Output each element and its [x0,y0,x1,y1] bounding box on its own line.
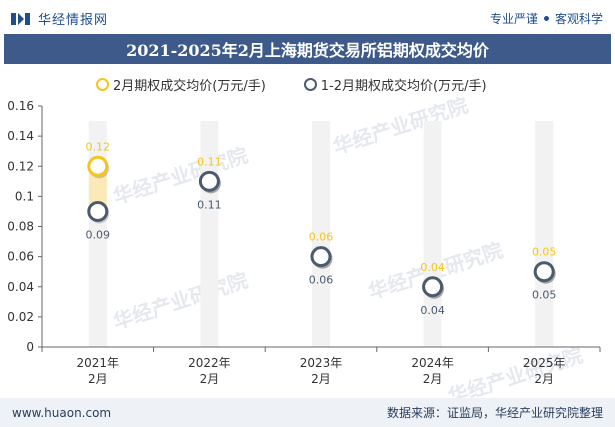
x-tick-label: 2月 [311,372,331,386]
data-label-series-2: 0.11 [197,155,222,168]
data-label-series-1: 0.06 [309,274,334,287]
data-point-series-1 [424,278,442,296]
x-tick-label: 2月 [534,372,554,386]
data-label-series-2: 0.05 [532,246,557,259]
y-tick-label: 0 [26,340,34,354]
data-label-series-1: 0.11 [197,198,222,211]
y-tick-label: 0.16 [7,99,34,113]
footer-site-link[interactable]: www.huaon.com [12,406,111,420]
footer-source: 数据来源：证监局，华经产业研究院整理 [387,404,603,421]
data-point-series-1 [535,263,553,281]
x-tick-label: 2021年 [77,356,120,370]
category-column [535,121,553,347]
x-tick-label: 2月 [88,372,108,386]
y-tick-label: 0.08 [7,220,34,234]
y-tick-label: 0.12 [7,159,34,173]
data-label-series-2: 0.06 [309,231,334,244]
data-point-series-1 [89,202,107,220]
y-tick-label: 0.1 [15,189,34,203]
data-point-series-1 [200,172,218,190]
data-label-series-2: 0.12 [86,140,111,153]
y-tick-label: 0.06 [7,250,34,264]
data-label-series-2: 0.04 [420,261,445,274]
x-tick-label: 2024年 [411,356,454,370]
data-label-series-1: 0.09 [86,228,111,241]
data-label-series-1: 0.05 [532,289,557,302]
y-tick-label: 0.14 [7,129,34,143]
x-tick-label: 2月 [423,372,443,386]
x-tick-label: 2025年 [523,356,566,370]
footer: www.huaon.com 数据来源：证监局，华经产业研究院整理 [0,398,615,427]
x-tick-label: 2023年 [300,356,343,370]
y-tick-label: 0.04 [7,280,34,294]
x-tick-label: 2月 [200,372,220,386]
y-tick-label: 0.02 [7,310,34,324]
data-label-series-1: 0.04 [420,304,445,317]
data-point-series-2 [89,157,107,175]
chart-canvas: 0 0.02 0.04 0.06 0.08 0.1 0.12 0.14 0.16 2021年 2月 2… [0,0,615,398]
data-point-series-1 [312,248,330,266]
x-tick-label: 2022年 [188,356,231,370]
